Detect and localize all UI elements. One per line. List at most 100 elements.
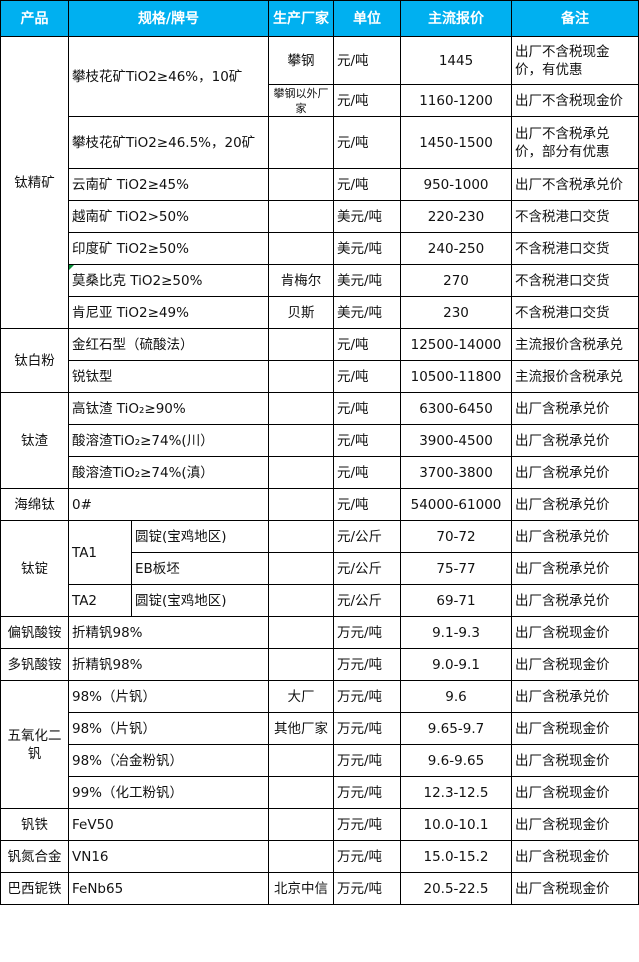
spec-cell: TA1 bbox=[68, 520, 132, 585]
table-row: 酸溶渣TiO₂≥74%(滇） 元/吨 3700-3800 出厂含税承兑价 bbox=[1, 456, 639, 489]
spec-cell: FeNb65 bbox=[68, 872, 269, 905]
unit-cell: 万元/吨 bbox=[333, 680, 401, 713]
unit-cell: 元/公斤 bbox=[333, 584, 401, 617]
spec-cell: TA2 bbox=[68, 584, 132, 617]
note-cell: 不含税港口交货 bbox=[511, 296, 639, 329]
sub-spec-cell: 圆锭(宝鸡地区) bbox=[131, 584, 269, 617]
header-product: 产品 bbox=[0, 0, 69, 37]
price-cell: 9.0-9.1 bbox=[400, 648, 512, 681]
price-cell: 75-77 bbox=[400, 552, 512, 585]
unit-cell: 美元/吨 bbox=[333, 296, 401, 329]
unit-cell: 元/吨 bbox=[333, 424, 401, 457]
unit-cell: 元/吨 bbox=[333, 392, 401, 425]
factory-cell bbox=[268, 744, 334, 777]
note-cell: 主流报价含税承兑 bbox=[511, 328, 639, 361]
note-cell: 出厂含税承兑价 bbox=[511, 584, 639, 617]
note-cell: 出厂含税现金价 bbox=[511, 872, 639, 905]
note-cell: 出厂含税承兑价 bbox=[511, 520, 639, 553]
note-cell: 出厂含税现金价 bbox=[511, 648, 639, 681]
spec-cell: 锐钛型 bbox=[68, 360, 269, 393]
table-row: 肯尼亚 TiO2≥49% 贝斯 美元/吨 230 不含税港口交货 bbox=[1, 296, 639, 329]
spec-cell: 印度矿 TiO2≥50% bbox=[68, 232, 269, 265]
table-row: 攀钢以外厂家 元/吨 1160-1200 出厂不含税现金价 bbox=[1, 84, 639, 117]
note-cell: 出厂含税承兑价 bbox=[511, 392, 639, 425]
factory-cell bbox=[268, 456, 334, 489]
note-cell: 出厂含税承兑价 bbox=[511, 488, 639, 521]
unit-cell: 美元/吨 bbox=[333, 232, 401, 265]
table-row: 印度矿 TiO2≥50% 美元/吨 240-250 不含税港口交货 bbox=[1, 232, 639, 265]
note-cell: 出厂不含税承兑价 bbox=[511, 168, 639, 201]
factory-cell bbox=[268, 520, 334, 553]
note-cell: 出厂含税现金价 bbox=[511, 840, 639, 873]
table-row: 五氧化二钒 98%（片钒） 大厂 万元/吨 9.6 出厂含税承兑价 bbox=[0, 680, 639, 809]
sub-spec-cell: 圆锭(宝鸡地区) bbox=[131, 520, 269, 553]
unit-cell: 元/吨 bbox=[333, 36, 401, 85]
header-price: 主流报价 bbox=[400, 0, 512, 37]
unit-cell: 元/吨 bbox=[333, 456, 401, 489]
note-cell: 出厂含税现金价 bbox=[511, 712, 639, 745]
table-row: 巴西铌铁 FeNb65 北京中信 万元/吨 20.5-22.5 出厂含税现金价 bbox=[0, 872, 639, 905]
unit-cell: 元/吨 bbox=[333, 360, 401, 393]
factory-cell: 攀钢 bbox=[268, 36, 334, 85]
table-row: 钛锭 TA1 圆锭(宝鸡地区) 元/公斤 70-72 出厂含税承兑价 bbox=[0, 520, 639, 617]
header-spec: 规格/牌号 bbox=[68, 0, 269, 37]
header-note: 备注 bbox=[511, 0, 639, 37]
factory-cell bbox=[268, 200, 334, 233]
factory-cell bbox=[268, 552, 334, 585]
factory-cell bbox=[268, 328, 334, 361]
product-cell: 偏钒酸铵 bbox=[0, 616, 69, 649]
spec-cell: 高钛渣 TiO₂≥90% bbox=[68, 392, 269, 425]
note-cell: 出厂含税现金价 bbox=[511, 616, 639, 649]
price-cell: 12.3-12.5 bbox=[400, 776, 512, 809]
table-row: 钛白粉 金红石型（硫酸法） 元/吨 12500-14000 主流报价含税承兑 bbox=[0, 328, 639, 393]
note-cell: 出厂含税承兑价 bbox=[511, 552, 639, 585]
unit-cell: 元/吨 bbox=[333, 116, 401, 169]
price-cell: 69-71 bbox=[400, 584, 512, 617]
unit-cell: 万元/吨 bbox=[333, 872, 401, 905]
price-cell: 3700-3800 bbox=[400, 456, 512, 489]
factory-cell bbox=[268, 808, 334, 841]
price-cell: 230 bbox=[400, 296, 512, 329]
header-row: 产品 规格/牌号 生产厂家 单位 主流报价 备注 bbox=[0, 0, 639, 37]
note-cell: 出厂不含税现金价，有优惠 bbox=[511, 36, 639, 85]
product-cell: 多钒酸铵 bbox=[0, 648, 69, 681]
price-cell: 70-72 bbox=[400, 520, 512, 553]
note-cell: 不含税港口交货 bbox=[511, 232, 639, 265]
spec-cell: VN16 bbox=[68, 840, 269, 873]
note-cell: 不含税港口交货 bbox=[511, 200, 639, 233]
unit-cell: 万元/吨 bbox=[333, 808, 401, 841]
note-cell: 主流报价含税承兑 bbox=[511, 360, 639, 393]
spec-cell: 99%（化工粉钒） bbox=[68, 776, 269, 809]
factory-cell bbox=[268, 116, 334, 169]
product-cell: 钒氮合金 bbox=[0, 840, 69, 873]
table-row: 锐钛型 元/吨 10500-11800 主流报价含税承兑 bbox=[1, 360, 639, 393]
factory-cell bbox=[268, 616, 334, 649]
price-cell: 270 bbox=[400, 264, 512, 297]
spec-cell: 折精钒98% bbox=[68, 616, 269, 649]
table-row: 酸溶渣TiO₂≥74%(川） 元/吨 3900-4500 出厂含税承兑价 bbox=[1, 424, 639, 457]
factory-cell: 大厂 bbox=[268, 680, 334, 713]
product-cell: 五氧化二钒 bbox=[0, 680, 69, 809]
spec-cell: 金红石型（硫酸法） bbox=[68, 328, 269, 361]
product-cell: 钛白粉 bbox=[0, 328, 69, 393]
product-cell: 海绵钛 bbox=[0, 488, 69, 521]
note-cell: 出厂含税承兑价 bbox=[511, 680, 639, 713]
price-cell: 950-1000 bbox=[400, 168, 512, 201]
product-cell: 钛锭 bbox=[0, 520, 69, 617]
table-row: 偏钒酸铵 折精钒98% 万元/吨 9.1-9.3 出厂含税现金价 bbox=[0, 616, 639, 649]
unit-cell: 元/吨 bbox=[333, 84, 401, 117]
header-factory: 生产厂家 bbox=[268, 0, 334, 37]
factory-cell: 攀钢以外厂家 bbox=[268, 84, 334, 117]
spec-cell: FeV50 bbox=[68, 808, 269, 841]
spec-cell: 98%（片钒） bbox=[68, 712, 269, 745]
unit-cell: 元/公斤 bbox=[333, 520, 401, 553]
note-cell: 出厂含税承兑价 bbox=[511, 424, 639, 457]
factory-cell bbox=[268, 168, 334, 201]
price-cell: 220-230 bbox=[400, 200, 512, 233]
price-cell: 3900-4500 bbox=[400, 424, 512, 457]
note-cell: 出厂含税现金价 bbox=[511, 808, 639, 841]
price-cell: 9.6 bbox=[400, 680, 512, 713]
factory-cell: 贝斯 bbox=[268, 296, 334, 329]
price-cell: 9.1-9.3 bbox=[400, 616, 512, 649]
factory-cell bbox=[268, 488, 334, 521]
